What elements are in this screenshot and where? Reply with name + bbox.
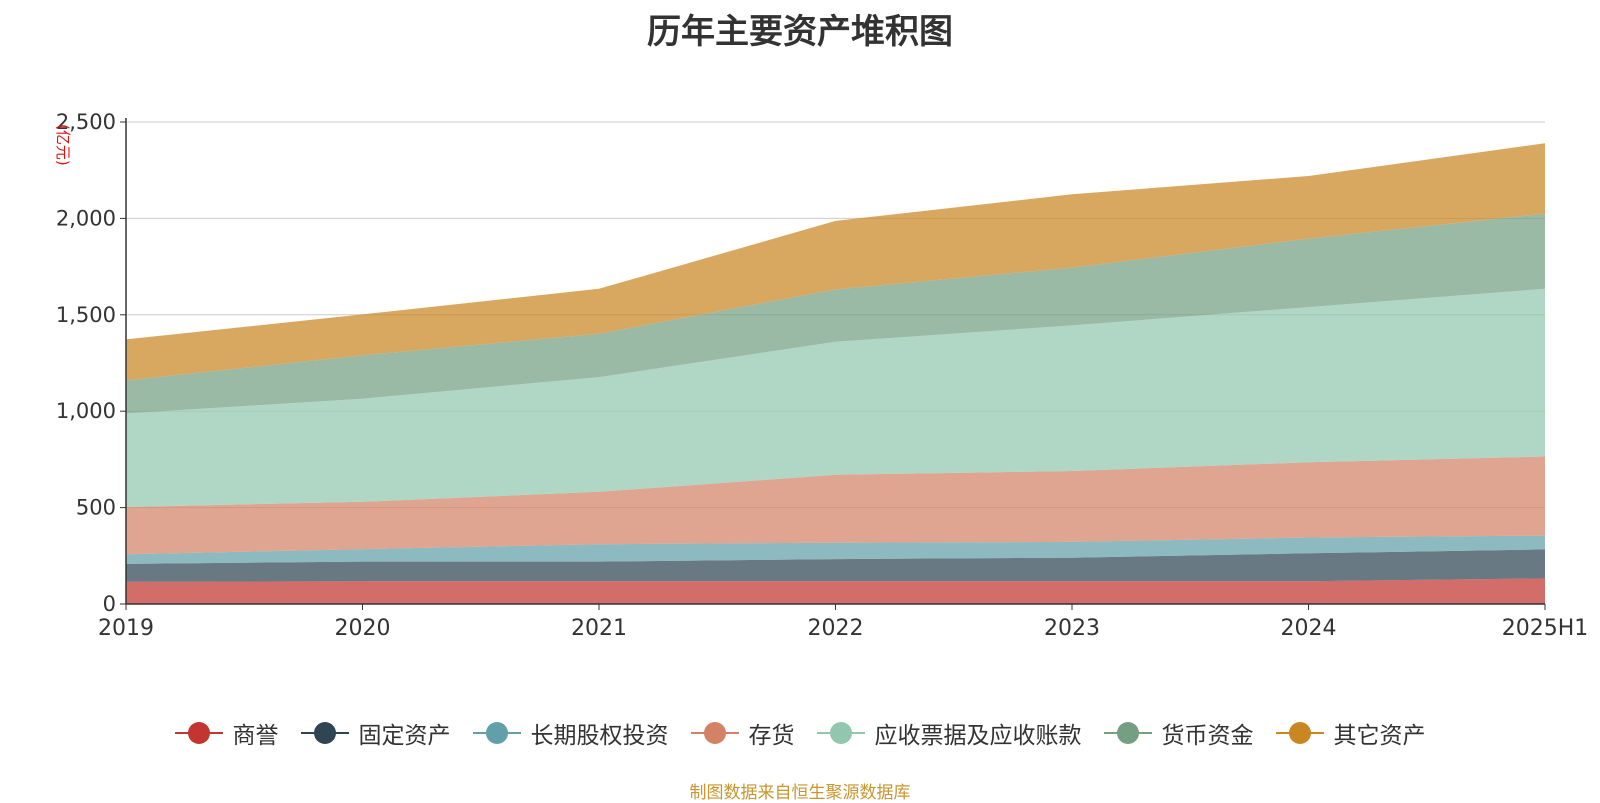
legend-marker-icon (690, 721, 739, 745)
x-tick-label: 2021 (571, 616, 627, 641)
x-tick-label: 2023 (1044, 616, 1100, 641)
legend-marker-icon (1275, 721, 1324, 745)
legend-item[interactable]: 商誉 (174, 716, 279, 750)
y-tick-label: 2,000 (56, 206, 116, 230)
area-series (126, 288, 1545, 507)
y-tick-label: 1,000 (56, 399, 116, 423)
y-axis-unit-label: (亿元) (54, 124, 72, 166)
x-tick-label: 2024 (1281, 616, 1337, 641)
legend-item[interactable]: 长期股权投资 (472, 716, 669, 750)
area-series (126, 549, 1545, 582)
x-tick-label: 2019 (98, 616, 154, 641)
chart-title: 历年主要资产堆积图 (647, 12, 953, 52)
legend-marker-icon (300, 721, 349, 745)
legend-marker-icon (1103, 721, 1152, 745)
legend-marker-icon (174, 721, 223, 745)
legend-label: 其它资产 (1333, 723, 1426, 749)
area-series (126, 213, 1545, 414)
legend-label: 应收票据及应收账款 (874, 723, 1082, 749)
y-tick-label: 500 (76, 496, 116, 520)
legend-item[interactable]: 存货 (690, 716, 795, 750)
x-tick-label: 2025H1 (1502, 616, 1589, 641)
legend-marker-icon (816, 721, 865, 745)
x-tick-label: 2022 (808, 616, 864, 641)
legend-item[interactable]: 固定资产 (300, 716, 451, 750)
chart-legend: 商誉 固定资产 长期股权投资 存货 应收票据及应收账款 货币资金 其它资产 (0, 716, 1600, 750)
legend-label: 固定资产 (358, 723, 451, 749)
x-tick-label: 2020 (335, 616, 391, 641)
y-tick-label: 0 (103, 592, 116, 616)
y-tick-label: 2,500 (56, 110, 116, 134)
area-series (126, 143, 1545, 381)
data-source-note: 制图数据来自恒生聚源数据库 (689, 783, 911, 803)
legend-label: 存货 (748, 723, 795, 749)
legend-item[interactable]: 货币资金 (1103, 716, 1254, 750)
area-series (126, 578, 1545, 604)
legend-marker-icon (472, 721, 521, 745)
area-series (126, 535, 1545, 564)
legend-item[interactable]: 应收票据及应收账款 (816, 716, 1082, 750)
legend-label: 商誉 (232, 723, 279, 749)
area-series (126, 456, 1545, 555)
y-tick-label: 1,500 (56, 303, 116, 327)
legend-label: 长期股权投资 (530, 723, 669, 749)
legend-label: 货币资金 (1161, 723, 1254, 749)
legend-item[interactable]: 其它资产 (1275, 716, 1426, 750)
